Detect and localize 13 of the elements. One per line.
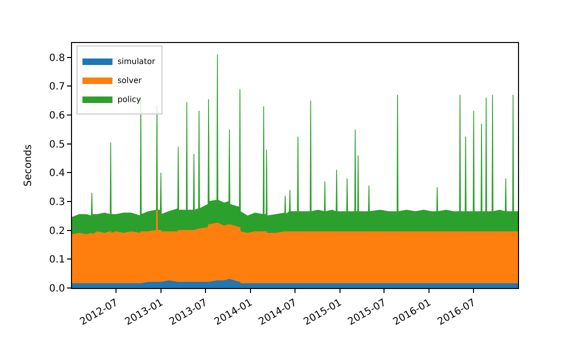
legend-label: solver	[117, 76, 142, 86]
y-tick-label: 0.8	[49, 52, 65, 64]
y-axis-title: Seconds	[23, 144, 34, 187]
legend-label: policy	[117, 95, 142, 104]
y-tick-label: 0.6	[49, 110, 65, 122]
y-tick-label: 0.0	[49, 284, 65, 294]
y-tick-label: 0.1	[49, 254, 65, 266]
y-tick-label: 0.5	[49, 139, 65, 150]
y-tick-label: 0.2	[49, 226, 65, 237]
y-tick-label: 0.7	[49, 82, 65, 93]
y-tick-label: 0.3	[49, 197, 65, 208]
y-tick-label: 0.4	[49, 168, 65, 180]
legend-label: simulator	[117, 57, 156, 66]
